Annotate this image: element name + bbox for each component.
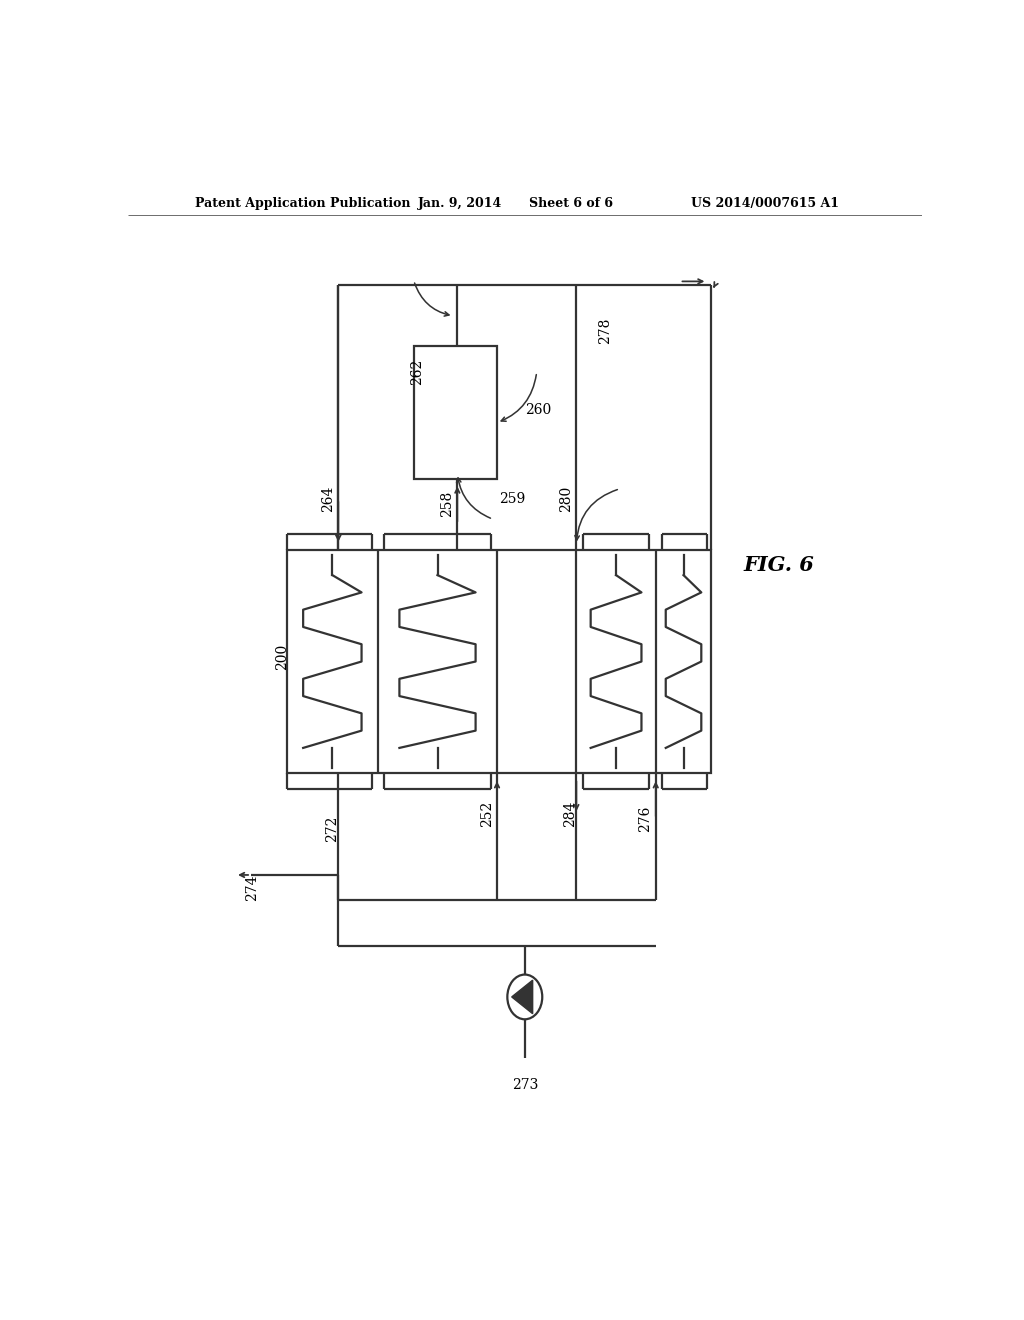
Text: 264: 264 bbox=[321, 486, 335, 512]
Text: Jan. 9, 2014: Jan. 9, 2014 bbox=[418, 197, 502, 210]
Text: 280: 280 bbox=[559, 486, 572, 512]
Bar bbox=[287, 549, 712, 774]
Text: FIG. 6: FIG. 6 bbox=[743, 554, 814, 576]
Text: 262: 262 bbox=[410, 359, 424, 385]
Text: 260: 260 bbox=[524, 404, 551, 417]
Text: Patent Application Publication: Patent Application Publication bbox=[196, 197, 411, 210]
Text: 252: 252 bbox=[479, 801, 494, 828]
Text: 200: 200 bbox=[274, 643, 289, 669]
Text: Sheet 6 of 6: Sheet 6 of 6 bbox=[528, 197, 612, 210]
Text: 276: 276 bbox=[638, 807, 652, 832]
Circle shape bbox=[507, 974, 543, 1019]
Text: US 2014/0007615 A1: US 2014/0007615 A1 bbox=[691, 197, 840, 210]
Text: 274: 274 bbox=[246, 875, 259, 902]
Text: 273: 273 bbox=[512, 1078, 538, 1093]
Text: 278: 278 bbox=[598, 318, 611, 345]
Text: 259: 259 bbox=[500, 492, 525, 506]
Text: 258: 258 bbox=[440, 491, 454, 517]
Text: 284: 284 bbox=[563, 801, 577, 828]
Text: 272: 272 bbox=[325, 816, 339, 842]
Bar bbox=[414, 346, 497, 479]
Polygon shape bbox=[512, 981, 532, 1014]
